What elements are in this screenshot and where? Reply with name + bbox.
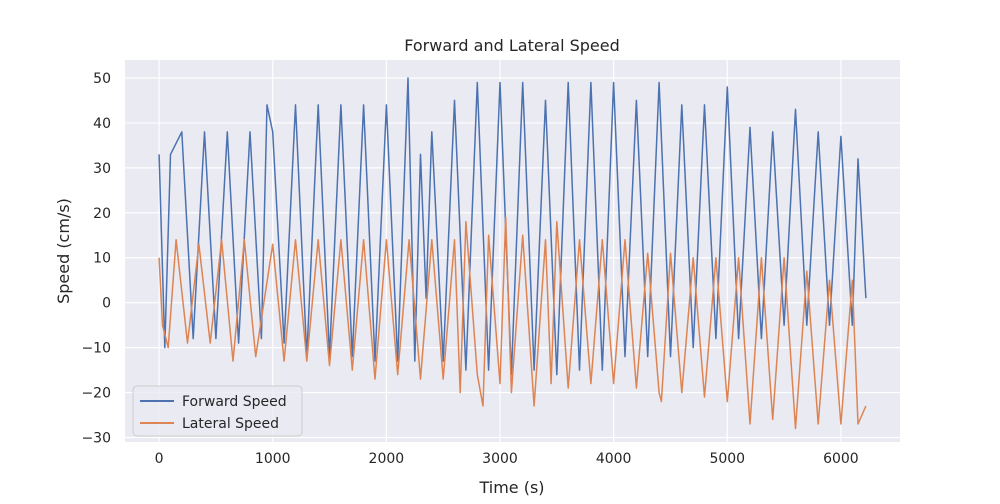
y-tick-label: 40 [93,116,111,132]
x-tick-label: 2000 [369,451,405,467]
legend: Forward Speed Lateral Speed [132,385,303,437]
y-tick-label: 30 [93,161,111,177]
chart-title: Forward and Lateral Speed [404,36,620,55]
y-tick-label: −20 [81,386,111,402]
y-tick-label: 50 [93,71,111,87]
series-layer [158,77,867,430]
x-tick-label: 3000 [482,451,518,467]
y-tick-label: 20 [93,206,111,222]
x-tick-label: 6000 [823,451,859,467]
legend-label-lateral-speed: Lateral Speed [182,416,279,432]
x-tick-label: 5000 [709,451,745,467]
x-tick-label: 1000 [255,451,291,467]
y-tick-label: −30 [81,431,111,447]
x-tick-label: 4000 [596,451,632,467]
y-axis-label: Speed (cm/s) [54,198,73,304]
series-line-lateral-speed [158,216,867,430]
y-tick-label: −10 [81,341,111,357]
y-tick-label: 10 [93,251,111,267]
tick-labels: 0 1000 2000 3000 4000 5000 6000 −30 −20 −10 0 10 20 3… [81,71,858,467]
series-line-forward-speed [158,77,867,376]
legend-box [132,385,303,437]
y-tick-label: 0 [102,296,111,312]
x-axis-label: Time (s) [478,478,544,497]
x-tick-label: 0 [155,451,164,467]
legend-label-forward-speed: Forward Speed [182,394,287,410]
